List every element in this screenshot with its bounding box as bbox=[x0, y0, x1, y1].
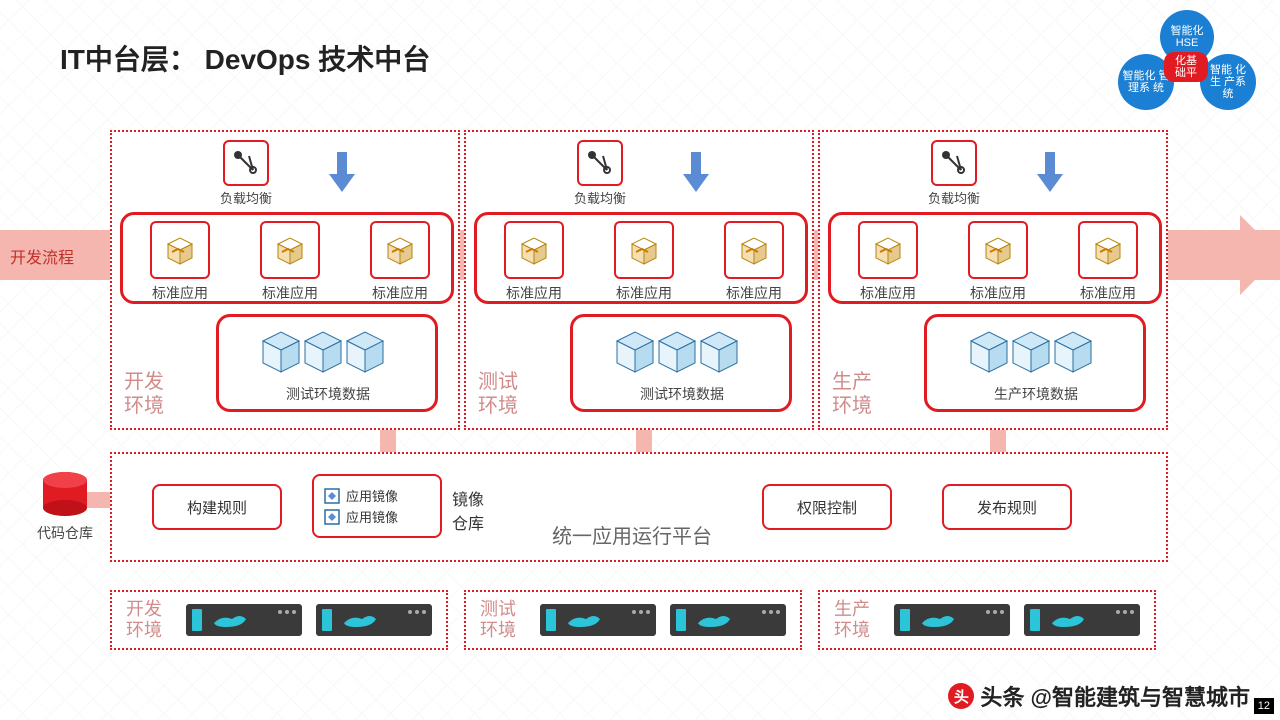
server-icon bbox=[670, 604, 786, 636]
blue-arrow-icon bbox=[681, 152, 711, 192]
env-data-box: 生产环境数据 bbox=[924, 314, 1146, 412]
blue-arrow-icon bbox=[1035, 152, 1065, 192]
load-balance: 负载均衡 bbox=[561, 140, 639, 207]
server-icon bbox=[186, 604, 302, 636]
env-label: 生产 环境 bbox=[832, 370, 872, 418]
page-title: IT中台层： DevOps 技术中台 bbox=[60, 38, 430, 78]
publish-rules-box: 发布规则 bbox=[942, 484, 1072, 530]
app-tile: 标准应用 bbox=[843, 221, 933, 303]
app-tile: 标准应用 bbox=[709, 221, 799, 303]
app-row: 标准应用 标准应用 标准应用 bbox=[828, 212, 1162, 304]
platform-box: 构建规则 应用镜像 应用镜像 镜像 仓库 统一应用运行平台 权限控制 发布规则 bbox=[110, 452, 1168, 562]
server-group: 开发 环境 bbox=[110, 590, 448, 650]
env-dev: 负载均衡 标准应用 标准应用 bbox=[110, 130, 460, 430]
server-icon bbox=[316, 604, 432, 636]
flow-label: 开发流程 bbox=[10, 244, 74, 268]
corner-badges: 智能化 HSE 智能化 管理系 统 智能 化 生 产系 统 化基 础平 bbox=[1112, 10, 1262, 130]
env-prod: 负载均衡 标准应用 标准应用 bbox=[818, 130, 1168, 430]
load-balance: 负载均衡 bbox=[915, 140, 993, 207]
app-tile: 标准应用 bbox=[245, 221, 335, 303]
env-data-box: 测试环境数据 bbox=[570, 314, 792, 412]
app-tile: 标准应用 bbox=[953, 221, 1043, 303]
app-tile: 标准应用 bbox=[135, 221, 225, 303]
watermark: 头头条 @智能建筑与智慧城市 bbox=[948, 680, 1250, 712]
load-balance: 负载均衡 bbox=[207, 140, 285, 207]
image-list-box: 应用镜像 应用镜像 bbox=[312, 474, 442, 538]
blue-arrow-icon bbox=[327, 152, 357, 192]
env-label: 测试 环境 bbox=[478, 370, 518, 418]
server-icon bbox=[1024, 604, 1140, 636]
app-tile: 标准应用 bbox=[1063, 221, 1153, 303]
pill-core: 化基 础平 bbox=[1164, 52, 1208, 82]
env-data-box: 测试环境数据 bbox=[216, 314, 438, 412]
server-group: 生产 环境 bbox=[818, 590, 1156, 650]
env-test: 负载均衡 标准应用 标准应用 bbox=[464, 130, 814, 430]
page-number: 12 bbox=[1254, 698, 1274, 714]
code-repo: 代码仓库 bbox=[30, 470, 100, 543]
server-icon bbox=[894, 604, 1010, 636]
image-repo-label: 镜像 仓库 bbox=[452, 486, 484, 534]
app-tile: 标准应用 bbox=[599, 221, 689, 303]
app-tile: 标准应用 bbox=[355, 221, 445, 303]
build-rules-box: 构建规则 bbox=[152, 484, 282, 530]
server-group: 测试 环境 bbox=[464, 590, 802, 650]
platform-title: 统一应用运行平台 bbox=[552, 520, 712, 549]
app-row: 标准应用 标准应用 标准应用 bbox=[474, 212, 808, 304]
app-row: 标准应用 标准应用 标准应用 bbox=[120, 212, 454, 304]
app-tile: 标准应用 bbox=[489, 221, 579, 303]
bubble-prod: 智能 化 生 产系 统 bbox=[1200, 54, 1256, 110]
perm-control-box: 权限控制 bbox=[762, 484, 892, 530]
env-label: 开发 环境 bbox=[124, 370, 164, 418]
server-icon bbox=[540, 604, 656, 636]
